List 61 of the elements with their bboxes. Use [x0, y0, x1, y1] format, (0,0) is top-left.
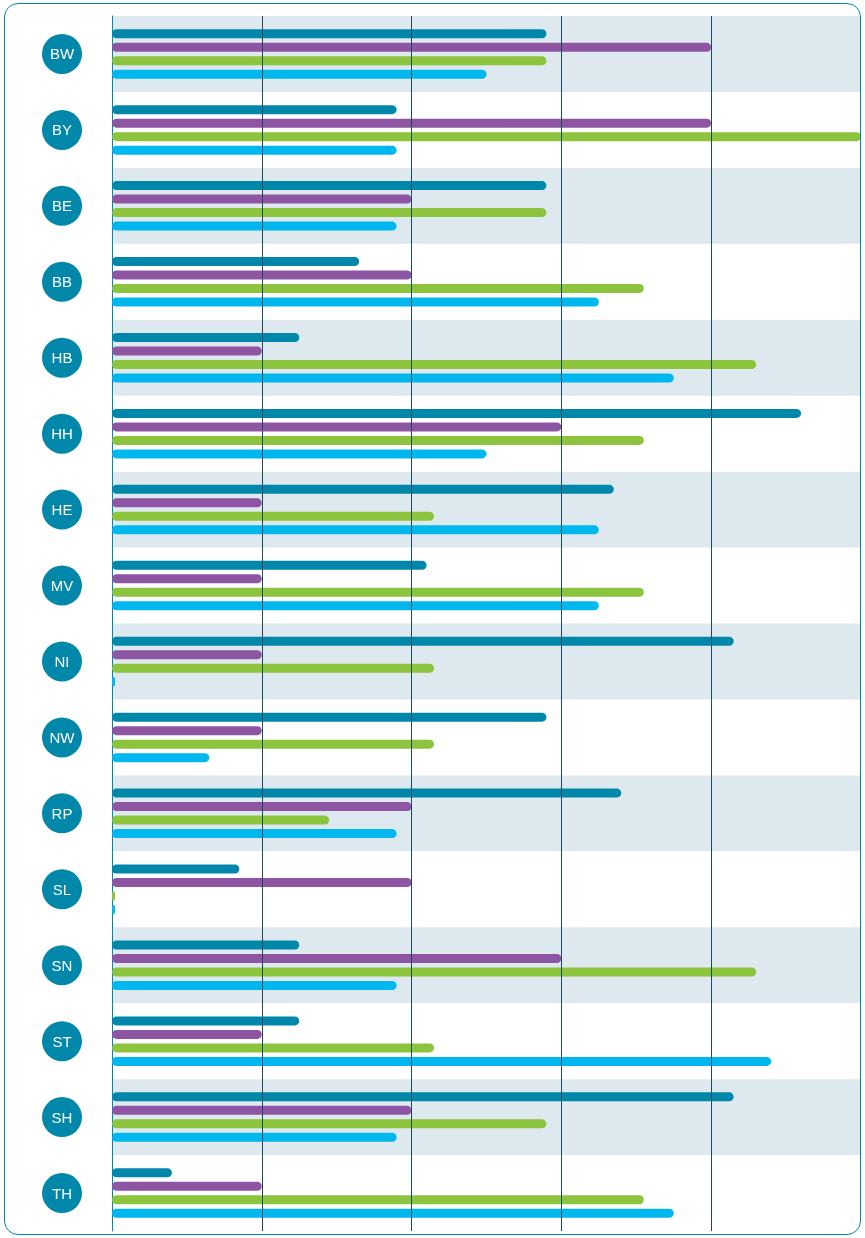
bar	[112, 69, 487, 79]
bar	[112, 56, 547, 66]
bar	[112, 284, 644, 294]
bar	[112, 194, 412, 204]
y-tick-label: SL	[52, 880, 72, 898]
y-tick-label: BE	[51, 197, 73, 215]
bar	[112, 132, 861, 142]
bar	[112, 574, 262, 584]
y-tick-label: SN	[51, 956, 73, 974]
bar	[112, 802, 412, 812]
bar	[112, 1132, 397, 1142]
bar	[112, 511, 435, 521]
y-tick-label: BY	[51, 121, 73, 139]
y-tick-label: HH	[51, 425, 73, 443]
bar	[112, 373, 674, 383]
bar	[112, 953, 562, 963]
bar	[112, 726, 262, 736]
bar	[112, 1181, 262, 1191]
bar	[112, 650, 262, 660]
y-tick-label: BW	[49, 45, 75, 63]
y-tick-label: HB	[51, 349, 73, 367]
bar	[112, 1195, 644, 1205]
bar	[112, 221, 397, 231]
bar	[112, 525, 599, 535]
bar	[112, 145, 397, 155]
bar	[112, 829, 397, 839]
y-tick-label: ST	[52, 1032, 72, 1050]
bar	[112, 435, 644, 445]
bar	[112, 980, 397, 990]
bar	[112, 587, 644, 597]
bar	[112, 601, 599, 611]
bar	[112, 208, 547, 218]
bar	[112, 739, 435, 749]
bar	[112, 297, 599, 307]
y-tick-label: HE	[51, 501, 73, 519]
bar	[112, 967, 757, 977]
bar	[112, 1119, 547, 1129]
bar	[112, 1056, 772, 1066]
bar	[112, 118, 712, 128]
bar	[112, 1029, 262, 1039]
bar	[112, 753, 210, 763]
bar	[112, 422, 562, 432]
bar	[112, 498, 262, 508]
bar	[112, 346, 262, 356]
bar	[112, 878, 412, 888]
y-tick-label: NI	[54, 652, 70, 670]
bar	[112, 1105, 412, 1115]
bar	[112, 449, 487, 459]
bar	[112, 815, 330, 825]
y-tick-label: BB	[51, 273, 73, 291]
y-tick-label: MV	[50, 577, 74, 595]
bar	[112, 42, 712, 52]
bar	[112, 1208, 674, 1218]
y-tick-label: TH	[52, 1184, 72, 1202]
bar	[112, 663, 435, 673]
y-tick-label: RP	[51, 804, 73, 822]
y-tick-label: SH	[51, 1108, 73, 1126]
y-tick-label: NW	[49, 728, 76, 746]
bar	[112, 1043, 435, 1053]
bar	[112, 359, 757, 369]
bar	[112, 270, 412, 280]
